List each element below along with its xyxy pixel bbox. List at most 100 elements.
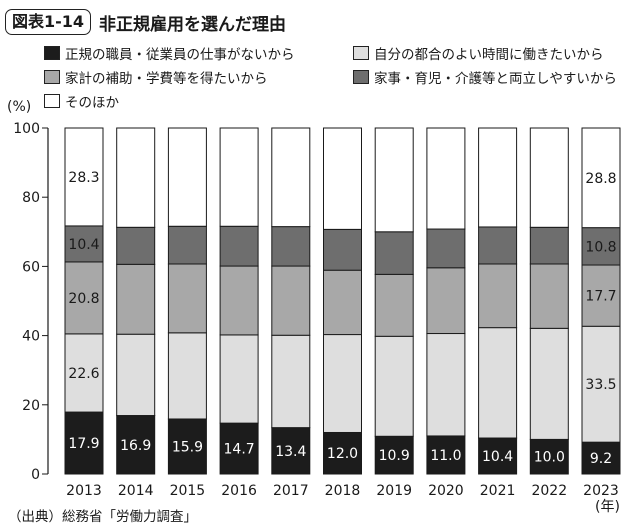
bar-2017-s1 <box>271 427 311 475</box>
bar-2023-s3 <box>581 264 621 327</box>
bar-2018-s2 <box>323 334 362 433</box>
bar-2017-s5 <box>271 127 311 228</box>
data-label-2023-s5: 28.8 <box>585 171 616 187</box>
bar-2020-s5 <box>426 127 466 230</box>
data-label-2020-s1: 11.0 <box>430 448 461 464</box>
bar-2019-s4 <box>374 231 414 275</box>
bar-2018-s1 <box>323 431 362 475</box>
data-label-2015-s1: 15.9 <box>172 439 203 455</box>
data-label-2013-s3: 20.8 <box>68 291 99 307</box>
legend-item-5: そのほか <box>44 91 119 111</box>
legend-swatch-2 <box>353 46 369 60</box>
data-label-2013-s5: 28.3 <box>68 170 99 186</box>
bar-2021-s5 <box>478 127 518 228</box>
x-axis: 2013 2014 2015 2016 2017 2018 2019 2020 2021 2022… <box>66 483 619 499</box>
x-tick-label-2021: 2021 <box>480 483 516 499</box>
y-axis-unit: (%) <box>7 99 31 115</box>
bar-2021-s4 <box>478 226 518 265</box>
bar-2016-s4 <box>219 225 259 267</box>
y-axis: 0 20 40 60 80 100 <box>13 121 49 483</box>
bar-2022-s1 <box>529 438 569 475</box>
bar-2019-s1 <box>374 435 414 475</box>
figure-header: 図表1-14 非正規雇用を選んだ理由 <box>5 8 286 36</box>
legend-swatch-3 <box>44 70 60 84</box>
bar-2020-s1 <box>426 435 466 475</box>
bar-2015-s5 <box>167 127 207 227</box>
data-label-2023-s2: 33.5 <box>585 377 616 393</box>
bar-2013-s5 <box>64 127 104 227</box>
bar-2019-s2 <box>374 335 414 437</box>
y-tick-label-40: 40 <box>22 329 40 345</box>
legend-swatch-4 <box>353 70 369 84</box>
bar-2016-s1 <box>219 422 259 475</box>
bar-2015-s2 <box>167 332 207 420</box>
x-tick-label-2017: 2017 <box>273 483 309 499</box>
bar-2021-s2 <box>478 327 518 439</box>
x-axis-unit: (年) <box>595 499 620 515</box>
bar-2015-s4 <box>167 225 207 265</box>
bar-2013-s3 <box>64 261 104 335</box>
bar-2015-s3 <box>167 263 207 334</box>
bar-2016-s3 <box>219 265 259 336</box>
legend-label-4: 家事・育児・介護等と両立しやすいから <box>374 71 617 87</box>
bar-2018-s3 <box>323 269 362 336</box>
y-tick-label-80: 80 <box>22 190 40 206</box>
chart-title: 非正規雇用を選んだ理由 <box>99 14 287 35</box>
data-label-2019-s1: 10.9 <box>379 448 410 464</box>
legend-label-5: そのほか <box>65 95 119 111</box>
data-label-2023-s1: 9.2 <box>590 451 612 467</box>
bar-2014-s4 <box>116 226 156 265</box>
x-tick-label-2015: 2015 <box>170 483 206 499</box>
bar-2014-s5 <box>116 127 156 228</box>
bar-2023-s5 <box>581 127 621 229</box>
bar-2016-s5 <box>219 127 259 227</box>
legend-item-1: 正規の職員・従業員の仕事がないから <box>44 43 295 63</box>
bar-2023-s1 <box>581 441 621 475</box>
data-label-2013-s4: 10.4 <box>68 237 99 253</box>
legend-swatch-1 <box>44 46 60 60</box>
x-tick-label-2016: 2016 <box>221 483 257 499</box>
x-tick-label-2013: 2013 <box>66 483 102 499</box>
bar-2022-s3 <box>529 263 569 329</box>
bar-2023-s4 <box>581 227 621 266</box>
bar-2020-s4 <box>426 228 466 269</box>
data-label-2016-s1: 14.7 <box>224 442 255 458</box>
bar-2019-s5 <box>374 127 414 233</box>
legend-swatch-5 <box>44 94 60 108</box>
bar-2021-s3 <box>478 263 518 329</box>
bar-2013-s4 <box>64 225 104 263</box>
legend-item-3: 家計の補助・学費等を得たいから <box>44 67 268 87</box>
bar-2019-s3 <box>374 273 414 337</box>
bar-2017-s4 <box>271 226 311 267</box>
bar-2022-s4 <box>529 226 569 265</box>
data-label-2018-s1: 12.0 <box>327 446 358 462</box>
legend-label-1: 正規の職員・従業員の仕事がないから <box>65 47 295 63</box>
data-label-2022-s1: 10.0 <box>534 450 565 466</box>
bar-2018-s4 <box>323 228 362 271</box>
x-tick-label-2018: 2018 <box>325 483 361 499</box>
bar-2022-s2 <box>529 327 569 440</box>
data-label-2017-s1: 13.4 <box>275 444 306 460</box>
y-tick-label-60: 60 <box>22 259 40 275</box>
data-label-2023-s4: 10.8 <box>585 239 616 255</box>
legend-item-2: 自分の都合のよい時間に働きたいから <box>353 43 604 63</box>
bar-2020-s3 <box>426 267 466 335</box>
bar-2016-s2 <box>219 334 259 424</box>
bar-2020-s2 <box>426 333 466 437</box>
bar-2023-s2 <box>581 325 621 443</box>
bar-2013-s2 <box>64 333 104 413</box>
bar-2014-s3 <box>116 263 156 335</box>
data-label-2023-s3: 17.7 <box>585 289 616 305</box>
bars <box>64 127 621 475</box>
bar-2017-s3 <box>271 265 311 336</box>
y-tick-label-100: 100 <box>13 121 40 137</box>
y-tick-label-20: 20 <box>22 398 40 414</box>
x-tick-label-2023: 2023 <box>583 483 619 499</box>
y-tick-label-0: 0 <box>31 467 40 483</box>
legend-label-2: 自分の都合のよい時間に働きたいから <box>374 47 604 63</box>
data-labels: 17.9 22.6 20.8 10.4 28.3 16.9 15.9 14.7 13.4 12.0… <box>68 170 616 467</box>
data-label-2014-s1: 16.9 <box>120 438 151 454</box>
x-tick-label-2014: 2014 <box>118 483 154 499</box>
